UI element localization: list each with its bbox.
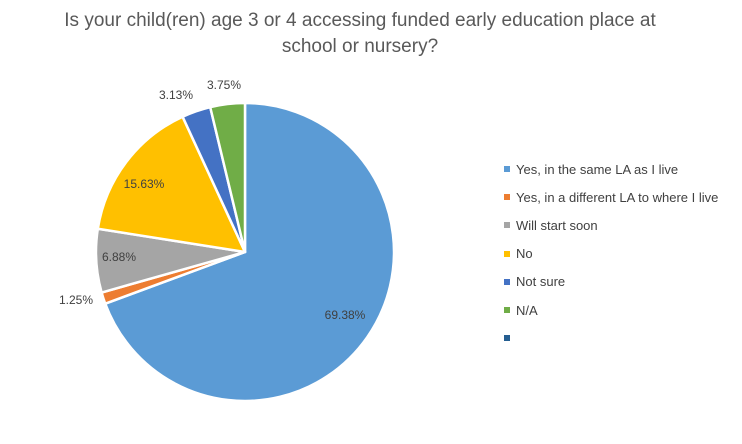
- legend-label: No: [516, 246, 533, 262]
- legend-item: Yes, in the same LA as I live: [504, 155, 742, 183]
- data-label: 3.75%: [207, 78, 241, 92]
- legend-item: [504, 324, 742, 352]
- legend-swatch: [504, 166, 510, 173]
- legend-label: Will start soon: [516, 217, 598, 233]
- legend-label: N/A: [516, 302, 538, 318]
- pie-slice: [103, 101, 396, 403]
- legend-swatch: [504, 194, 510, 201]
- data-label: 6.88%: [102, 250, 136, 264]
- legend-swatch: [504, 250, 510, 257]
- data-label: 1.25%: [59, 293, 93, 307]
- legend-item: Yes, in a different LA to where I live: [504, 183, 742, 211]
- legend-label: Yes, in a different LA to where I live: [516, 189, 719, 205]
- legend-item: Will start soon: [504, 211, 742, 239]
- legend-item: N/A: [504, 296, 742, 324]
- pie-slice: [208, 101, 247, 254]
- legend-swatch: [504, 278, 510, 285]
- legend-swatch: [504, 307, 510, 314]
- legend-swatch: [504, 335, 510, 342]
- chart-title: Is your child(ren) age 3 or 4 accessing …: [64, 10, 656, 57]
- data-label: 15.63%: [124, 177, 165, 191]
- pie-slice: [96, 115, 247, 254]
- chart-legend: Yes, in the same LA as I live Yes, in a d…: [504, 155, 742, 352]
- legend-label: Not sure: [516, 274, 566, 290]
- data-label: 3.13%: [159, 88, 193, 102]
- legend-item: Not sure: [504, 268, 742, 296]
- legend-label: Yes, in the same LA as I live: [516, 161, 679, 177]
- legend-item: No: [504, 240, 742, 268]
- data-label: 69.38%: [325, 308, 366, 322]
- legend-swatch: [504, 222, 510, 229]
